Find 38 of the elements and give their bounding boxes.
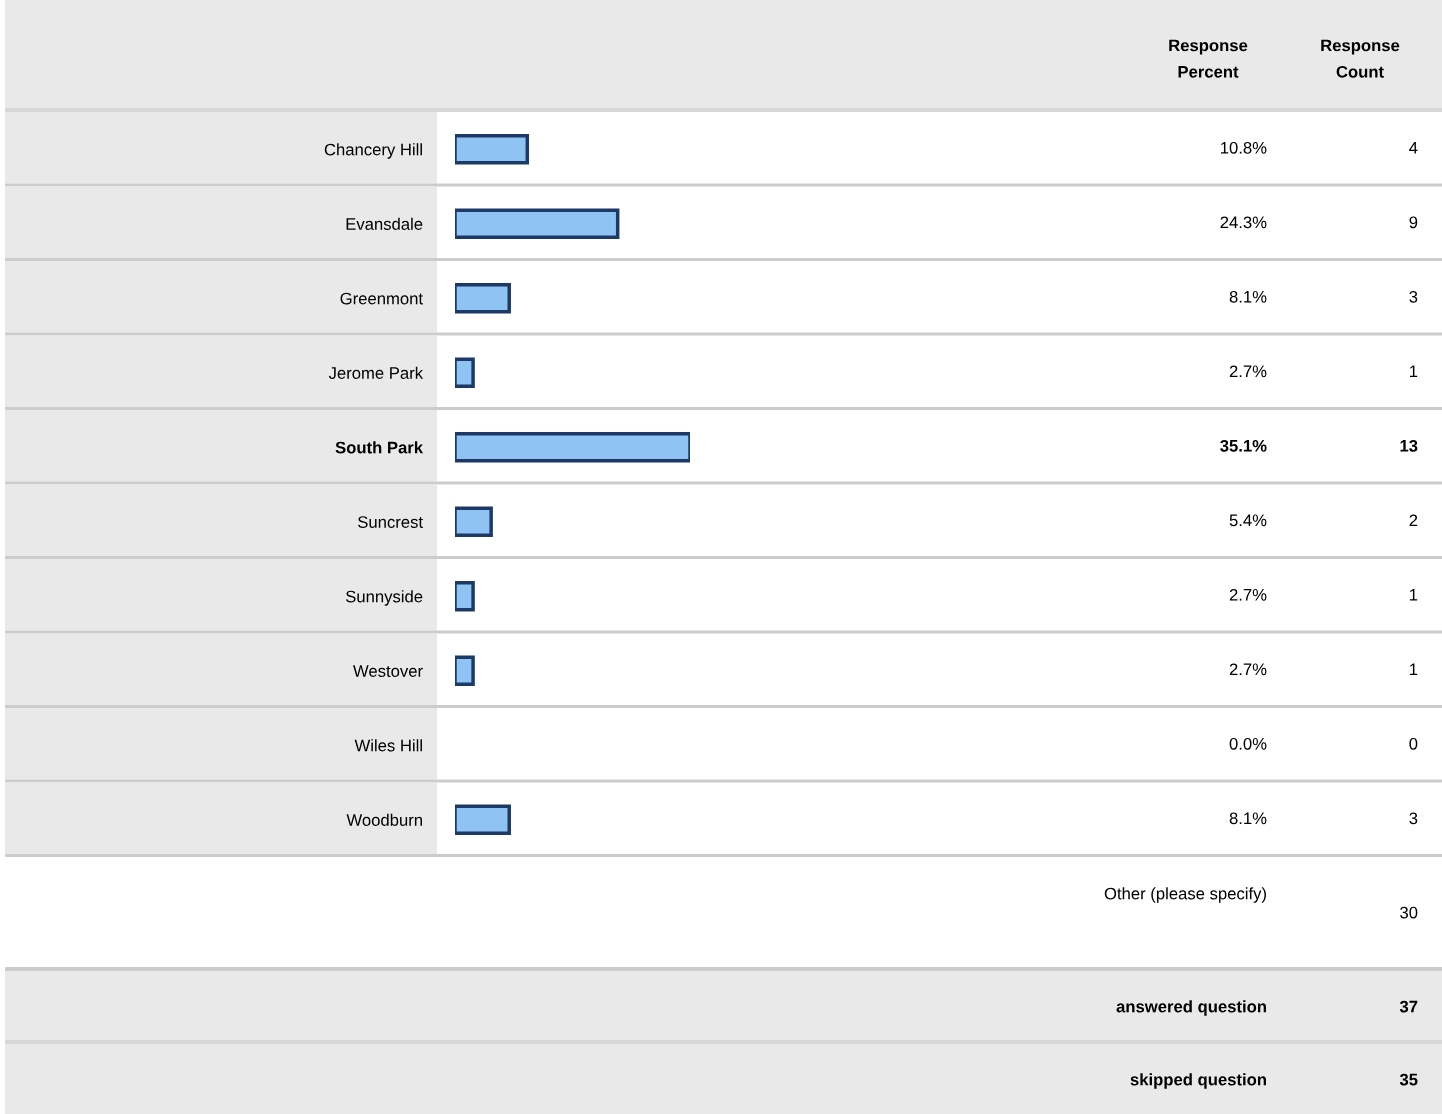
text: 4 bbox=[1409, 142, 1418, 154]
data-label: 35.1% bbox=[1220, 439, 1267, 452]
text: skipped question bbox=[1130, 1073, 1266, 1089]
y-tick-label: Suncrest bbox=[358, 516, 423, 528]
text: 1 bbox=[1410, 663, 1418, 676]
y-tick-label: Wiles Hill bbox=[354, 739, 422, 752]
text: 30 bbox=[1400, 906, 1418, 919]
data-label: 8.1% bbox=[1229, 290, 1267, 303]
y-tick-label: Chancery Hill bbox=[324, 143, 422, 159]
data-label: 2.7% bbox=[1229, 663, 1267, 676]
data-label: 2.7% bbox=[1229, 588, 1267, 601]
text: 13 bbox=[1400, 439, 1418, 452]
y-tick-label: Sunnyside bbox=[345, 590, 423, 606]
data-label: 2.7% bbox=[1229, 365, 1267, 378]
data-label: 24.3% bbox=[1220, 216, 1267, 229]
y-tick-label: South Park bbox=[335, 441, 424, 454]
data-label: 5.4% bbox=[1229, 514, 1267, 527]
text: answered question bbox=[1116, 1000, 1266, 1016]
text: Other (please specify) bbox=[1104, 887, 1266, 903]
text: 3 bbox=[1409, 812, 1418, 825]
text: 37 bbox=[1399, 1000, 1418, 1013]
data-label: 8.1% bbox=[1229, 812, 1267, 825]
text: 1 bbox=[1410, 589, 1418, 601]
y-tick-label: Westover bbox=[353, 665, 423, 677]
text: 0 bbox=[1409, 737, 1418, 750]
y-tick-label: Woodburn bbox=[346, 813, 422, 826]
y-tick-label: Evansdale bbox=[346, 217, 423, 230]
text: 3 bbox=[1409, 290, 1418, 303]
data-label: 10.8% bbox=[1221, 141, 1267, 154]
text: Response Count bbox=[1321, 39, 1400, 78]
text: Response Percent bbox=[1169, 39, 1248, 78]
text: 9 bbox=[1409, 216, 1418, 229]
data-label: 0.0% bbox=[1229, 737, 1267, 750]
text: 1 bbox=[1410, 365, 1418, 378]
y-tick-label: Greenmont bbox=[340, 292, 423, 305]
text: 2 bbox=[1409, 514, 1418, 527]
y-tick-label: Jerome Park bbox=[328, 366, 424, 379]
text: 35 bbox=[1399, 1073, 1418, 1086]
